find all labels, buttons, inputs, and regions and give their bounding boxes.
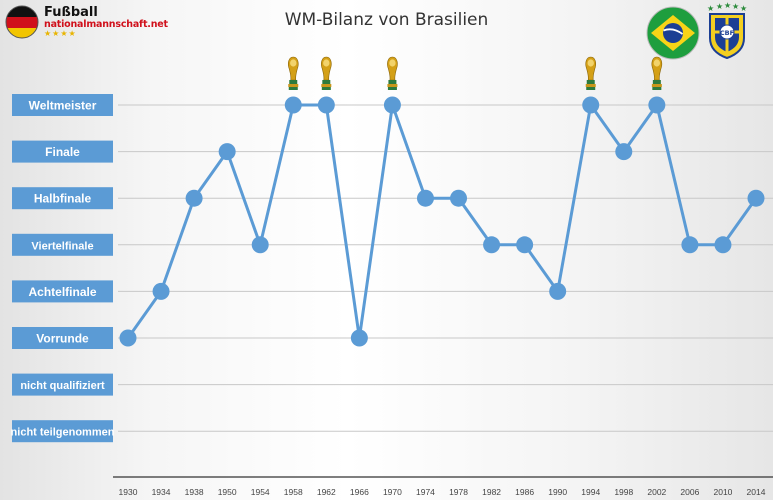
data-point-1998 [615, 143, 633, 161]
data-point-1950 [218, 143, 236, 161]
y-level-label: nicht qualifiziert [12, 373, 113, 396]
y-level-box [12, 420, 113, 443]
x-tick-label: 1930 [119, 487, 138, 497]
world-cup-trophy-icon [651, 56, 663, 90]
logo-subtitle: nationalmannschaft.net [44, 19, 168, 30]
y-level-text: Weltmeister [29, 99, 97, 113]
cbf-crest-icon: ★ ★ ★ ★ ★ CBF [707, 2, 747, 60]
y-level-text: Vorrunde [36, 332, 89, 346]
football-icon [5, 5, 39, 39]
data-point-2010 [714, 236, 732, 254]
svg-text:★: ★ [732, 2, 739, 11]
svg-text:★: ★ [740, 4, 747, 13]
x-tick-label: 1938 [185, 487, 204, 497]
svg-text:★: ★ [724, 2, 731, 10]
y-level-label: Halbfinale [12, 187, 113, 210]
y-level-box [12, 373, 113, 396]
x-tick-label: 1978 [449, 487, 468, 497]
data-point-1934 [152, 282, 170, 300]
data-point-1930 [119, 329, 137, 347]
data-point-2014 [747, 189, 765, 207]
data-point-1974 [416, 189, 434, 207]
svg-text:★: ★ [716, 2, 723, 11]
data-point-1962 [317, 96, 335, 114]
x-tick-label: 1998 [614, 487, 633, 497]
x-tick-label: 1966 [350, 487, 369, 497]
logo-title: Fußball [44, 5, 98, 20]
y-level-box [12, 233, 113, 256]
y-level-text: Halbfinale [34, 192, 92, 206]
series-line [126, 103, 758, 340]
data-point-1938 [185, 189, 203, 207]
x-tick-label: 2002 [647, 487, 666, 497]
data-point-1958 [284, 96, 302, 114]
x-tick-label: 2014 [747, 487, 766, 497]
y-level-label: Viertelfinale [12, 233, 113, 256]
data-point-2002 [648, 96, 666, 114]
x-tick-label: 1958 [284, 487, 303, 497]
data-point-1954 [251, 236, 269, 254]
y-level-label: Vorrunde [12, 327, 113, 349]
y-level-text: Achtelfinale [28, 285, 96, 299]
brazil-flag-icon [646, 6, 700, 60]
x-tick-label: 2006 [680, 487, 699, 497]
data-point-1986 [516, 236, 534, 254]
y-level-box [12, 140, 113, 163]
x-tick-label: 1934 [152, 487, 171, 497]
y-level-box [12, 187, 113, 210]
x-tick-label: 1954 [251, 487, 270, 497]
x-tick-label: 1994 [581, 487, 600, 497]
data-point-1982 [483, 236, 501, 254]
world-cup-trophy-icon [387, 56, 398, 90]
x-tick-label: 1982 [482, 487, 501, 497]
data-point-1994 [582, 96, 600, 114]
y-level-label: nicht teilgenommen [11, 420, 115, 443]
logo-stars: ★★★★ [44, 29, 77, 38]
y-level-text: nicht qualifiziert [20, 380, 105, 392]
x-tick-label: 1970 [383, 487, 402, 497]
x-tick-label: 1974 [416, 487, 435, 497]
data-point-1970 [383, 96, 401, 114]
y-level-text: Finale [45, 145, 80, 159]
world-cup-trophy-icon [585, 56, 596, 90]
cbf-crest-text: CBF [720, 29, 734, 37]
svg-text:★: ★ [707, 4, 714, 13]
y-level-text: Viertelfinale [31, 240, 93, 252]
world-cup-trophy-icon [288, 56, 299, 90]
chart-title: WM-Bilanz von Brasilien [284, 10, 489, 30]
y-level-box [12, 94, 113, 116]
x-tick-label: 1950 [218, 487, 237, 497]
x-tick-label: 1990 [548, 487, 567, 497]
site-logo[interactable]: Fußball nationalmannschaft.net ★★★★ [4, 4, 168, 40]
x-tick-label: 1962 [317, 487, 336, 497]
data-point-1978 [450, 189, 468, 207]
x-tick-label: 2010 [713, 487, 732, 497]
y-level-text: nicht teilgenommen [11, 427, 115, 439]
data-point-1966 [350, 329, 368, 347]
y-level-box [12, 280, 113, 303]
data-point-1990 [549, 282, 567, 300]
y-level-label: Weltmeister [12, 94, 113, 116]
world-cup-trophy-icon [321, 56, 332, 90]
data-point-2006 [681, 236, 699, 254]
y-level-label: Achtelfinale [12, 280, 113, 303]
y-level-box [12, 327, 113, 349]
x-tick-label: 1986 [515, 487, 534, 497]
y-level-label: Finale [12, 140, 113, 163]
